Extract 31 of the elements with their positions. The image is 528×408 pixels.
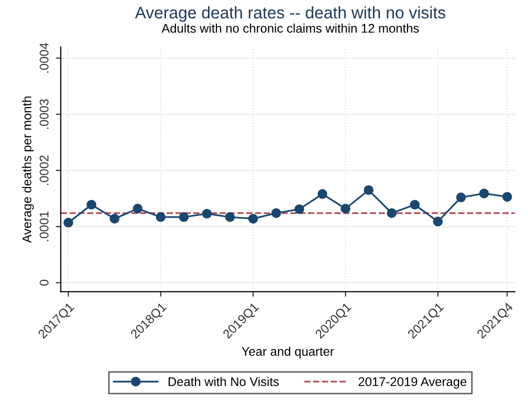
point xyxy=(156,212,166,222)
point xyxy=(86,200,96,210)
point xyxy=(271,208,282,218)
x-axis-title: Year and quarter xyxy=(242,346,334,358)
point xyxy=(202,208,212,219)
y-tick-label: 0 xyxy=(40,280,49,286)
chart-subtitle: Adults with no chronic claims within 12 months xyxy=(162,24,419,33)
point xyxy=(178,212,189,222)
point xyxy=(248,214,258,224)
point xyxy=(479,188,489,198)
y-tick-label: .0002 xyxy=(40,155,49,185)
point xyxy=(340,204,350,214)
y-tick-label: .0004 xyxy=(40,42,49,73)
point xyxy=(225,212,235,222)
point xyxy=(318,189,328,199)
point xyxy=(132,204,142,214)
point xyxy=(386,208,397,218)
point xyxy=(502,192,512,202)
point xyxy=(433,216,443,226)
y-axis-title: Average deaths per month xyxy=(22,96,34,243)
legend-label: 2017-2019 Average xyxy=(358,377,466,389)
y-tick-label: .0001 xyxy=(40,212,49,242)
chart-title: Average death rates -- death with no visits xyxy=(134,6,446,22)
legend-label: Death with No Visits xyxy=(168,376,279,386)
point xyxy=(410,200,420,210)
point xyxy=(456,192,466,202)
point xyxy=(110,214,120,224)
point xyxy=(364,185,374,195)
point xyxy=(294,204,304,214)
y-tick-label: .0003 xyxy=(40,99,49,129)
point xyxy=(63,218,74,228)
